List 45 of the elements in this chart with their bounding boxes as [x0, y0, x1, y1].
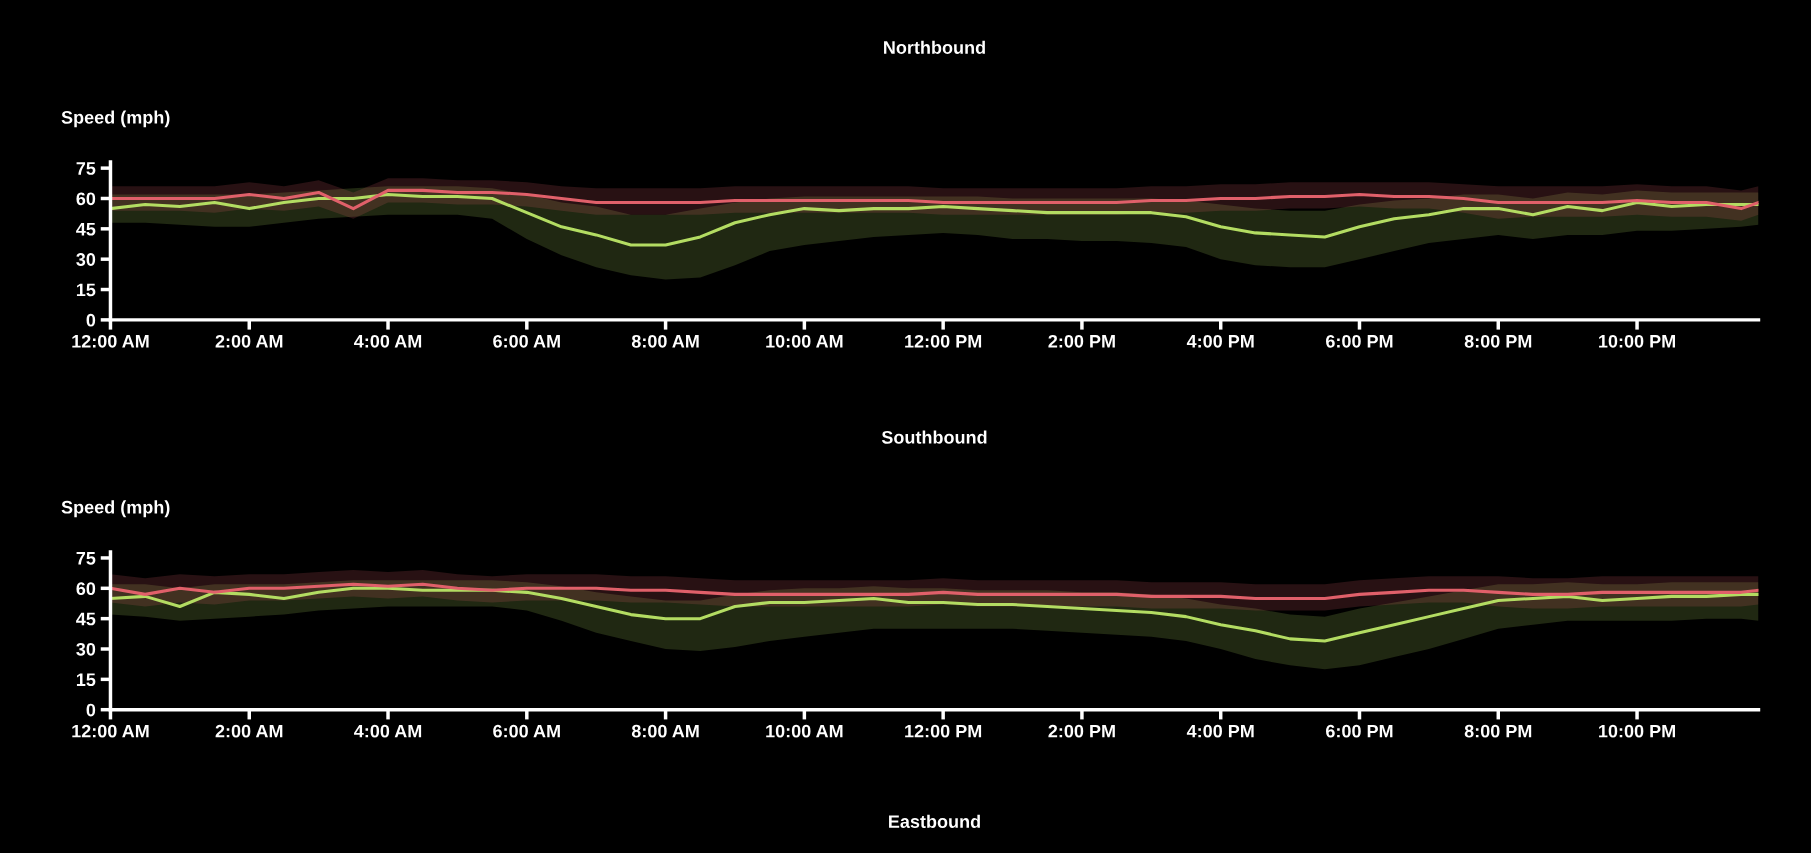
- text: Eastbound: [889, 814, 980, 828]
- x-tick-label: 8:00 AM: [631, 724, 699, 738]
- x-tick-label: 10:00 AM: [766, 724, 843, 738]
- line-series: [110, 188, 1759, 211]
- y-tick-label: 60: [76, 582, 96, 596]
- x-tick-label: 6:00 AM: [493, 334, 560, 348]
- y-axis-title: Speed (mph): [61, 500, 170, 518]
- x-tick-label: 10:00 PM: [1599, 334, 1675, 348]
- line-series: [110, 192, 1759, 247]
- x-tick-label: 2:00 PM: [1048, 334, 1115, 348]
- y-tick-label: 45: [76, 612, 96, 626]
- y-tick-label: 60: [76, 192, 96, 206]
- x-tick-label: 8:00 PM: [1464, 334, 1532, 348]
- x-tick-label: 12:00 PM: [905, 334, 982, 348]
- x-tick-label: 6:00 PM: [1326, 334, 1393, 348]
- y-tick-label: 75: [76, 162, 96, 175]
- y-tick-label: 30: [76, 253, 96, 266]
- x-tick-label: 8:00 PM: [1464, 724, 1532, 738]
- y-tick-label: 15: [76, 283, 96, 297]
- x-tick-label: 4:00 AM: [354, 334, 422, 348]
- y-tick-label: 15: [76, 673, 96, 687]
- line-series: [110, 586, 1759, 643]
- y-tick-label: 75: [76, 552, 96, 565]
- x-tick-label: 12:00 AM: [72, 724, 149, 738]
- x-tick-label: 12:00 AM: [72, 334, 149, 348]
- x-tick-label: 12:00 PM: [905, 724, 982, 738]
- x-tick-label: 2:00 AM: [215, 724, 283, 738]
- y-tick-label: 45: [76, 222, 96, 236]
- x-tick-label: 2:00 PM: [1048, 724, 1115, 738]
- chart-title: Northbound: [884, 40, 985, 54]
- y-axis-title: Speed (mph): [61, 110, 170, 128]
- y-tick-label: 30: [76, 642, 96, 656]
- chart-title: Southbound: [881, 430, 987, 444]
- y-tick-label: 0: [86, 703, 96, 717]
- x-tick-label: 6:00 AM: [493, 724, 560, 738]
- y-tick-label: 0: [86, 313, 96, 327]
- x-tick-label: 4:00 PM: [1186, 334, 1254, 348]
- x-tick-label: 8:00 AM: [631, 334, 699, 348]
- x-tick-label: 6:00 PM: [1326, 724, 1393, 738]
- x-tick-label: 4:00 AM: [354, 724, 422, 738]
- x-tick-label: 10:00 AM: [766, 334, 843, 348]
- x-tick-label: 4:00 PM: [1186, 724, 1254, 738]
- x-tick-label: 2:00 AM: [215, 334, 283, 348]
- line-series: [110, 582, 1759, 600]
- x-tick-label: 10:00 PM: [1599, 724, 1675, 738]
